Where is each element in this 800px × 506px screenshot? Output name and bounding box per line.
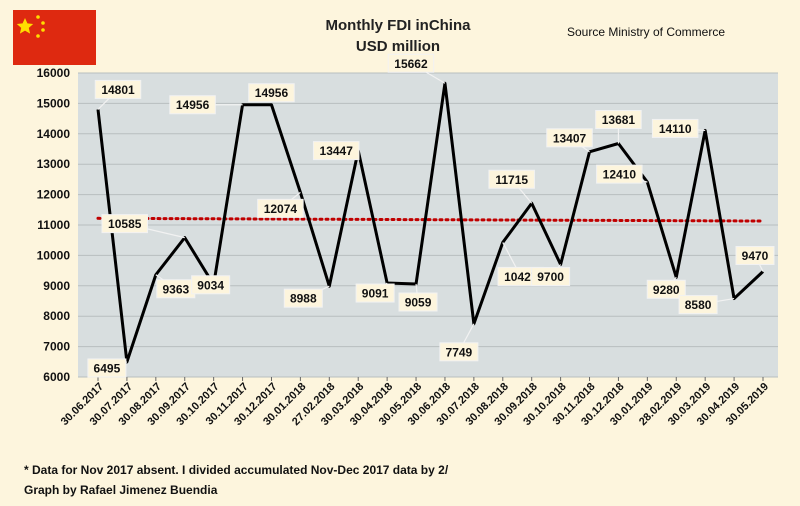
- data-label: 12074: [264, 202, 298, 216]
- data-label: 12410: [603, 168, 637, 182]
- flag-star-small: [41, 28, 45, 32]
- data-label: 14801: [101, 83, 135, 97]
- data-label-box: [531, 267, 571, 287]
- data-label-box: [646, 279, 686, 299]
- data-label: 14110: [659, 122, 692, 136]
- data-label-box: [283, 288, 323, 308]
- data-label: 9091: [362, 287, 389, 301]
- china-flag: [13, 10, 96, 65]
- data-label-box: [596, 164, 643, 184]
- data-label: 11715: [495, 173, 528, 187]
- data-label-box: [488, 169, 535, 189]
- y-tick-label: 16000: [37, 66, 71, 80]
- data-label-box: [191, 275, 231, 295]
- data-label: 10585: [108, 217, 142, 231]
- data-label: 6495: [94, 361, 121, 375]
- data-label: 9700: [537, 270, 564, 284]
- y-tick-label: 9000: [43, 279, 70, 293]
- data-label-box: [595, 109, 642, 129]
- data-label-box: [678, 295, 718, 315]
- data-label: 15662: [394, 57, 428, 71]
- footnote: * Data for Nov 2017 absent. I divided ac…: [24, 463, 449, 477]
- data-label: 14956: [176, 98, 210, 112]
- y-axis: 6000 7000 8000 9000 10000 11000 12000 13000 1400…: [37, 66, 71, 384]
- data-label-box: [355, 283, 395, 303]
- data-label: 13447: [320, 144, 354, 158]
- data-label: 9034: [197, 278, 224, 292]
- y-tick-label: 12000: [37, 188, 71, 202]
- data-label: 8580: [685, 298, 712, 312]
- data-label: 9059: [405, 296, 432, 310]
- flag-background: [13, 10, 96, 65]
- data-label: 8988: [290, 292, 317, 306]
- data-label: 13681: [602, 113, 636, 127]
- data-label: 7749: [446, 345, 473, 359]
- data-label-box: [257, 198, 304, 218]
- data-label-box: [387, 53, 435, 73]
- y-tick-label: 11000: [37, 218, 70, 232]
- data-labels: 14801 6495 9363 10585 9034 14956 14956 12074 898…: [87, 53, 775, 378]
- data-label: 9363: [162, 282, 189, 296]
- data-label: 10427: [504, 270, 538, 284]
- chart-title: Monthly FDI inChina: [326, 17, 472, 34]
- data-label-box: [248, 83, 295, 103]
- data-label: 9280: [653, 283, 680, 297]
- data-label-box: [87, 358, 127, 378]
- y-tick-label: 14000: [37, 127, 71, 141]
- y-tick-label: 13000: [37, 157, 71, 171]
- flag-star-small: [41, 21, 45, 25]
- data-label-box: [312, 141, 360, 161]
- data-label: 9470: [742, 249, 769, 263]
- data-label-box: [546, 128, 593, 148]
- data-label-box: [651, 118, 699, 138]
- source-label: Source Ministry of Commerce: [567, 25, 725, 39]
- data-label-box: [169, 95, 216, 115]
- y-tick-label: 7000: [43, 340, 70, 354]
- data-label-box: [398, 292, 438, 312]
- data-label-box: [439, 342, 479, 362]
- data-label: 13407: [553, 131, 587, 145]
- y-tick-label: 6000: [43, 370, 70, 384]
- y-tick-label: 8000: [43, 309, 70, 323]
- chart-subtitle: USD million: [356, 38, 440, 55]
- data-label-box: [101, 214, 148, 234]
- data-label: 14956: [255, 86, 289, 100]
- flag-star-large: [16, 18, 34, 34]
- trend-line: [96, 216, 765, 223]
- flag-star-small: [36, 15, 40, 19]
- credit-note: Graph by Rafael Jimenez Buendia: [24, 483, 218, 497]
- flag-star-small: [36, 34, 40, 38]
- y-tick-label: 10000: [37, 248, 71, 262]
- data-label-box: [735, 246, 775, 266]
- y-tick-label: 15000: [37, 96, 71, 110]
- data-label-box: [94, 79, 142, 99]
